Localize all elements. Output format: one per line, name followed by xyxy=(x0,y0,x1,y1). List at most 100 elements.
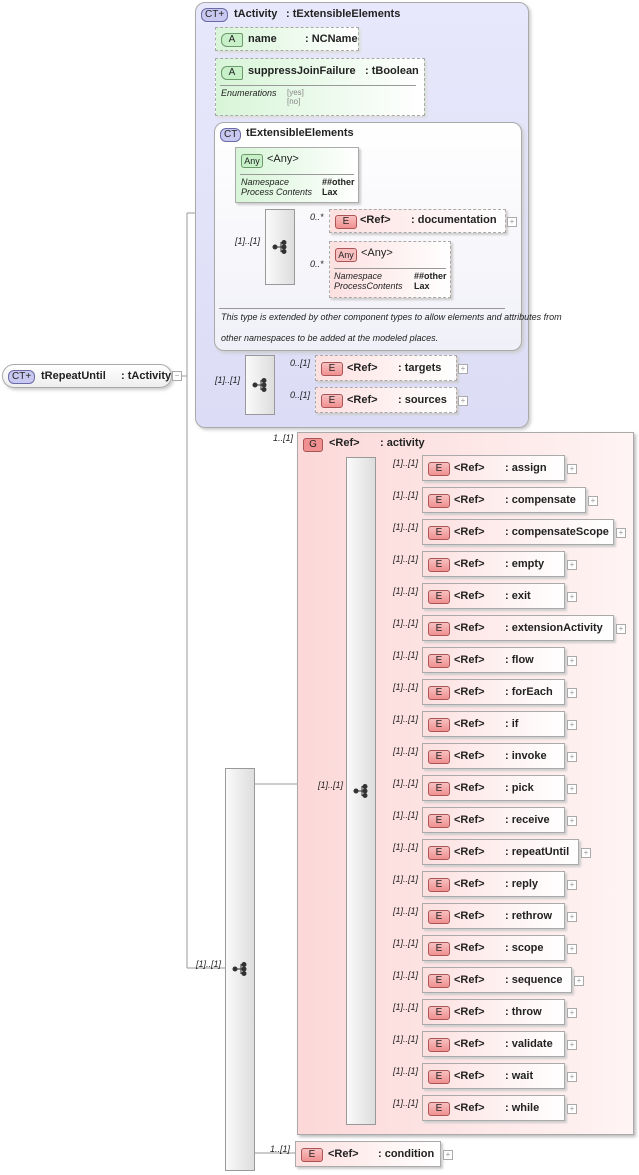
expand-button[interactable]: + xyxy=(567,752,577,762)
element-ref[interactable]: E <Ref>: validate xyxy=(422,1031,565,1057)
occurrence-label: [1]..[1] xyxy=(318,780,344,790)
element-ref[interactable]: E <Ref>: flow xyxy=(422,647,565,673)
sequence-compositor[interactable] xyxy=(225,768,255,1171)
ref-label: <Ref> xyxy=(454,910,485,922)
expand-button[interactable]: + xyxy=(574,976,584,986)
sequence-icon xyxy=(272,240,287,254)
element-name: : invoke xyxy=(505,750,547,762)
expand-button[interactable]: + xyxy=(458,396,468,406)
element-icon: E xyxy=(428,526,450,540)
element-icon: E xyxy=(428,686,450,700)
element-icon: E xyxy=(428,974,450,988)
attribute-label: suppressJoinFailure xyxy=(248,65,356,77)
expand-button[interactable]: + xyxy=(567,1008,577,1018)
element-ref[interactable]: E <Ref>: empty xyxy=(422,551,565,577)
choice-icon xyxy=(353,784,368,798)
expand-button[interactable]: + xyxy=(616,624,626,634)
element-documentation[interactable]: E <Ref> : documentation xyxy=(329,209,506,233)
enumerations-label: Enumerations xyxy=(221,88,277,98)
attribute-suppressJoinFailure[interactable]: A suppressJoinFailure : tBoolean Enumera… xyxy=(215,58,425,116)
element-ref[interactable]: E <Ref>: compensate xyxy=(422,487,586,513)
element-name: : validate xyxy=(505,1038,553,1050)
element-name: : documentation xyxy=(411,214,497,226)
type-note: other namespaces to be added at the mode… xyxy=(221,333,439,343)
expand-button[interactable]: + xyxy=(567,656,577,666)
element-ref[interactable]: E <Ref>: compensateScope xyxy=(422,519,614,545)
occurrence-label: [1]..[1] xyxy=(393,970,419,980)
element-ref[interactable]: E <Ref>: sequence xyxy=(422,967,572,993)
element-sources[interactable]: E <Ref> : sources xyxy=(315,387,457,413)
any-element-2[interactable]: Any <Any> Namespace ##other ProcessConte… xyxy=(329,241,451,298)
element-ref[interactable]: E <Ref>: throw xyxy=(422,999,565,1025)
occurrence-label: [1]..[1] xyxy=(393,522,419,532)
element-ref[interactable]: E <Ref>: invoke xyxy=(422,743,565,769)
sequence-compositor[interactable] xyxy=(265,209,295,285)
expand-button[interactable]: + xyxy=(567,912,577,922)
expand-button[interactable]: + xyxy=(567,1104,577,1114)
element-ref[interactable]: E <Ref>: assign xyxy=(422,455,565,481)
occurrence-label: [1]..[1] xyxy=(393,618,419,628)
element-targets[interactable]: E <Ref> : targets xyxy=(315,355,457,381)
element-icon: E xyxy=(428,1038,450,1052)
element-icon: E xyxy=(301,1148,323,1162)
occurrence-label: 1..[1] xyxy=(270,1144,291,1154)
expand-button[interactable]: + xyxy=(567,592,577,602)
complex-type-icon: CT xyxy=(220,128,242,142)
ref-label: <Ref> xyxy=(454,750,485,762)
expand-button[interactable]: + xyxy=(567,1040,577,1050)
element-icon: E xyxy=(428,878,450,892)
expand-button[interactable]: + xyxy=(458,364,468,374)
sequence-compositor[interactable] xyxy=(245,355,275,415)
element-icon: E xyxy=(428,462,450,476)
occurrence-label: [1]..[1] xyxy=(393,1098,419,1108)
expand-button[interactable]: + xyxy=(616,528,626,538)
element-ref[interactable]: E <Ref>: if xyxy=(422,711,565,737)
expand-button[interactable]: + xyxy=(567,944,577,954)
expand-button[interactable]: + xyxy=(567,560,577,570)
element-ref[interactable]: E <Ref>: exit xyxy=(422,583,565,609)
attribute-label: name xyxy=(248,33,277,45)
expand-button[interactable]: + xyxy=(588,496,598,506)
element-icon: E xyxy=(321,394,343,408)
element-ref[interactable]: E <Ref>: pick xyxy=(422,775,565,801)
element-ref[interactable]: E <Ref>: while xyxy=(422,1095,565,1121)
occurrence-label: [1]..[1] xyxy=(393,1002,419,1012)
element-ref[interactable]: E <Ref>: forEach xyxy=(422,679,565,705)
ref-label: <Ref> xyxy=(347,362,378,374)
expand-button[interactable]: + xyxy=(567,880,577,890)
attribute-type: : tBoolean xyxy=(365,65,419,77)
element-ref[interactable]: E <Ref>: wait xyxy=(422,1063,565,1089)
occurrence-label: [1]..[1] xyxy=(393,682,419,692)
element-name: : scope xyxy=(505,942,544,954)
element-ref[interactable]: E <Ref>: reply xyxy=(422,871,565,897)
root-complex-type-node[interactable]: CT+ tRepeatUntil : tActivity xyxy=(2,364,172,388)
occurrence-label: [1]..[1] xyxy=(393,906,419,916)
occurrence-label: [1]..[1] xyxy=(215,375,241,385)
expand-button[interactable]: + xyxy=(567,720,577,730)
expand-button[interactable]: + xyxy=(567,688,577,698)
expand-button[interactable]: + xyxy=(567,464,577,474)
element-condition[interactable]: E <Ref> : condition xyxy=(295,1141,441,1167)
collapse-button[interactable]: − xyxy=(172,371,182,381)
expand-button[interactable]: + xyxy=(567,784,577,794)
choice-compositor[interactable] xyxy=(346,457,376,1125)
expand-button[interactable]: + xyxy=(443,1150,453,1160)
ref-label: <Ref> xyxy=(454,974,485,986)
process-contents-value: Lax xyxy=(322,187,338,197)
element-ref[interactable]: E <Ref>: receive xyxy=(422,807,565,833)
attribute-name[interactable]: A name : NCName xyxy=(215,27,359,51)
ref-label: <Ref> xyxy=(454,686,485,698)
ref-label: <Ref> xyxy=(454,590,485,602)
root-type: : tActivity xyxy=(121,370,172,382)
expand-button[interactable]: + xyxy=(581,848,591,858)
element-ref[interactable]: E <Ref>: extensionActivity xyxy=(422,615,614,641)
element-ref[interactable]: E <Ref>: scope xyxy=(422,935,565,961)
element-ref[interactable]: E <Ref>: rethrow xyxy=(422,903,565,929)
element-ref[interactable]: E <Ref>: repeatUntil xyxy=(422,839,579,865)
any-element-1[interactable]: Any <Any> Namespace ##other Process Cont… xyxy=(235,147,359,203)
expand-button[interactable]: + xyxy=(507,217,517,227)
element-icon: E xyxy=(321,362,343,376)
expand-button[interactable]: + xyxy=(567,1072,577,1082)
ref-label: <Ref> xyxy=(454,622,485,634)
expand-button[interactable]: + xyxy=(567,816,577,826)
